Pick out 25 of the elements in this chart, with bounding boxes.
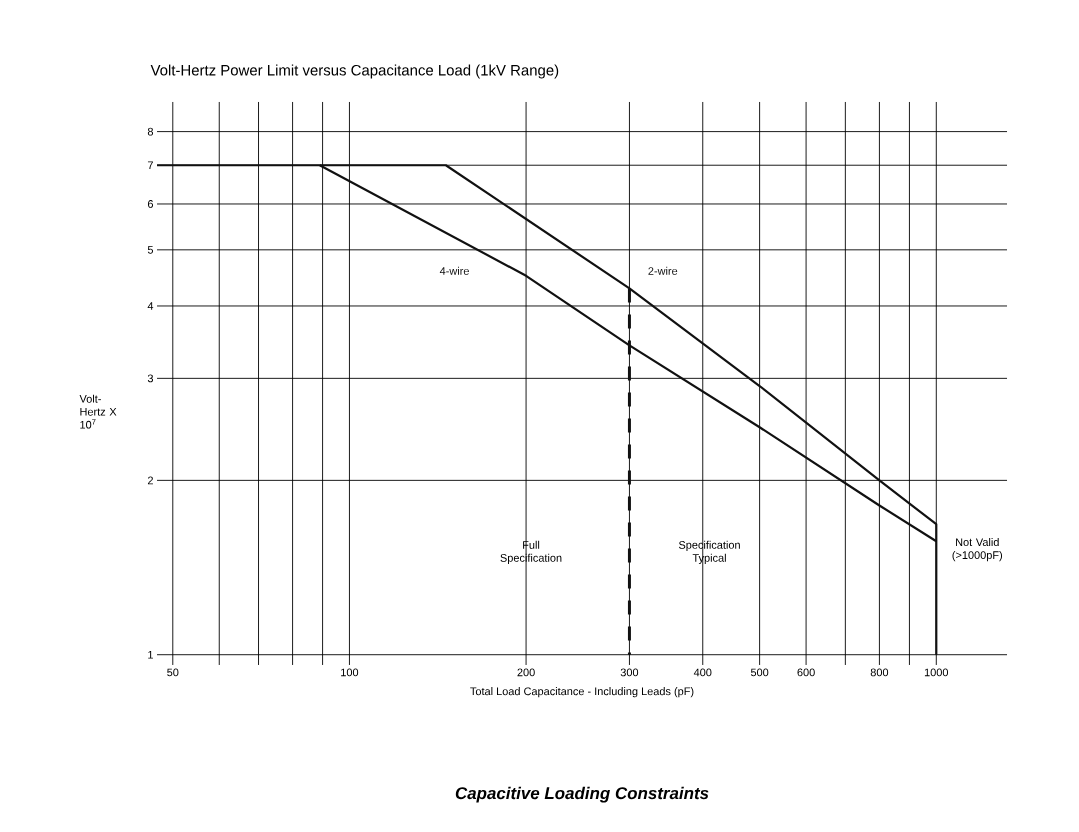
x-tick-label: 500 [750, 668, 769, 677]
x-tick-label: 100 [341, 668, 359, 677]
y-tick-label: 2 [147, 476, 153, 485]
chart-title: Volt-Hertz Power Limit versus Capacitance Load (1kV Range) [150, 64, 559, 79]
series-label: 4-wire [439, 266, 469, 275]
x-tick-label: 600 [797, 668, 815, 677]
y-tick-label: 4 [147, 302, 154, 310]
x-tick-label: 1000 [924, 668, 949, 677]
y-tick-label: 1 [148, 650, 153, 659]
x-tick-label: 50 [167, 668, 179, 677]
y-tick-label: 7 [147, 161, 153, 169]
y-tick-label: 5 [147, 246, 154, 254]
x-tick-label: 800 [870, 668, 889, 677]
x-tick-label: 300 [620, 668, 639, 677]
y-tick-label: 6 [147, 200, 154, 208]
text: Capacitive Loading Constraints [455, 786, 709, 803]
x-tick-label: 200 [517, 668, 535, 677]
x-axis-title: Total Load Capacitance - Including Leads (pF) [470, 687, 694, 698]
annotation: Full Specification [500, 540, 562, 564]
y-tick-label: 8 [147, 127, 154, 136]
text: 2-wire [648, 266, 678, 275]
x-tick-label: 400 [693, 668, 712, 677]
y-tick-label: 3 [147, 374, 154, 383]
annotation: Not Valid (>1000pF) [952, 537, 1003, 562]
y-axis-title: Volt-Hertz X 10$^{7}$ [79, 394, 117, 429]
